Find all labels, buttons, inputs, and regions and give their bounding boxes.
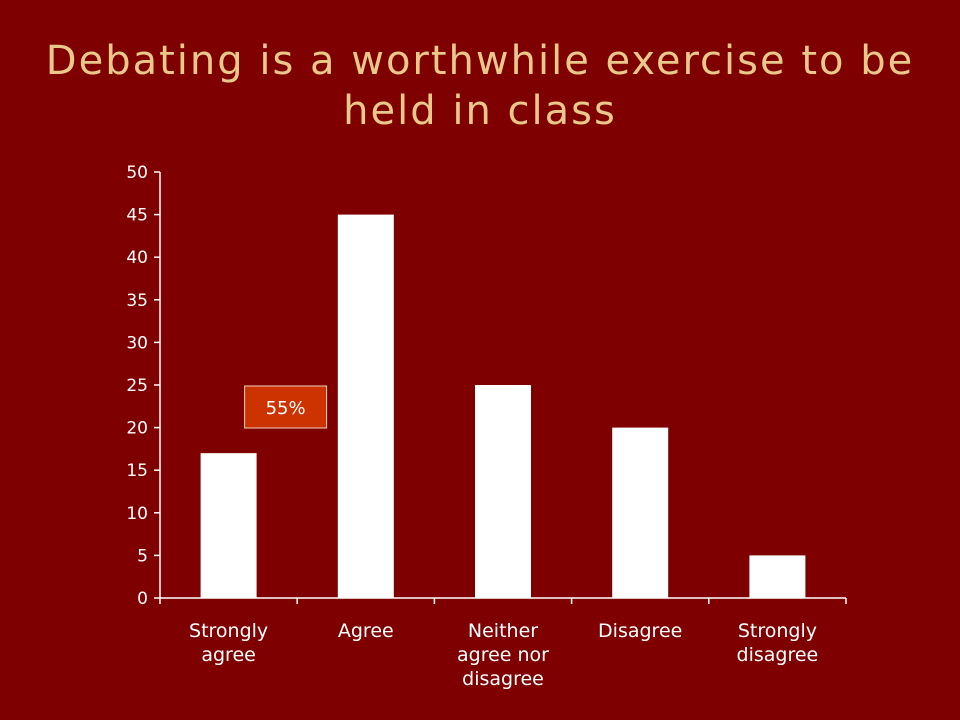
y-axis-tick-labels: 0 5 10 15 20 25 30 35 40 45 50: [126, 163, 148, 609]
x-category-label: Agree: [338, 620, 394, 642]
y-tick-label: 30: [126, 333, 148, 353]
slide-title: Debating is a worthwhile exercise to be …: [45, 38, 915, 134]
x-axis-category-labels: Strongly agree Agree Neither agree nor disagr…: [189, 620, 818, 690]
x-category-label: Disagree: [598, 620, 682, 642]
y-tick-label: 15: [126, 461, 148, 481]
chart-bars: [200, 214, 806, 598]
y-tick-label: 0: [137, 589, 148, 609]
chart-annotations: 55%: [244, 385, 328, 429]
y-tick-label: 5: [137, 546, 148, 566]
bar-2: [475, 385, 531, 598]
bar-4: [749, 555, 806, 598]
bar-3: [612, 427, 669, 598]
y-tick-label: 25: [126, 376, 148, 396]
annotation-label: 55%: [266, 398, 306, 419]
annotation-box: [244, 385, 328, 429]
y-tick-label: 35: [126, 291, 148, 311]
x-category-label: Strongly agree: [189, 620, 268, 666]
bar-1: [337, 214, 394, 598]
y-tick-label: 40: [126, 248, 148, 268]
y-tick-label: 20: [126, 419, 148, 439]
x-category-label: Neither agree nor disagree: [457, 620, 549, 690]
y-tick-label: 45: [126, 206, 148, 226]
x-category-label: Strongly disagree: [737, 620, 819, 666]
chart-axes: [154, 171, 847, 604]
bar-0: [200, 453, 257, 598]
y-tick-label: 10: [126, 504, 148, 524]
y-tick-label: 50: [126, 163, 148, 183]
